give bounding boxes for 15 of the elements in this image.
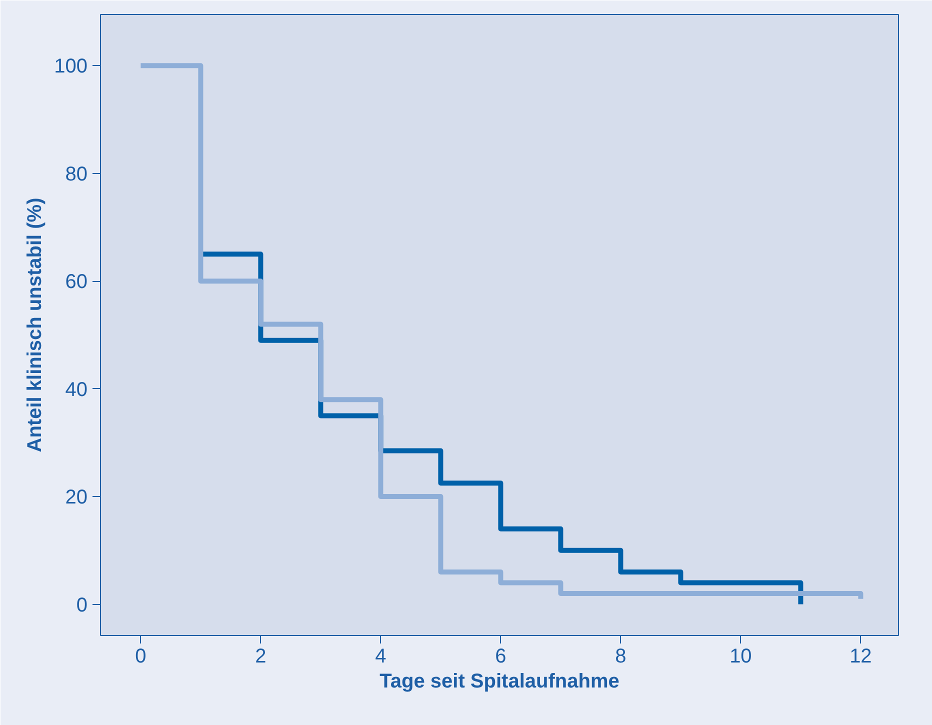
y-tick-label: 40 (65, 378, 88, 401)
x-tick-label: 2 (255, 646, 266, 668)
x-tick-label: 12 (850, 646, 872, 668)
x-tick-label: 6 (495, 646, 506, 668)
y-tick-label: 20 (65, 486, 88, 509)
y-tick-label: 60 (65, 271, 88, 294)
y-axis-title: Anteil klinisch unstabil (%) (24, 198, 46, 452)
x-tick-label: 10 (730, 646, 752, 668)
y-tick-label: 0 (76, 594, 88, 616)
x-tick-label: 8 (615, 646, 626, 668)
x-axis-title: Tage seit Spitalaufnahme (380, 670, 620, 692)
y-tick-label: 100 (54, 56, 88, 78)
y-tick-label: 80 (65, 163, 88, 186)
x-tick-label: 0 (135, 646, 146, 668)
x-tick-label: 4 (375, 646, 386, 668)
